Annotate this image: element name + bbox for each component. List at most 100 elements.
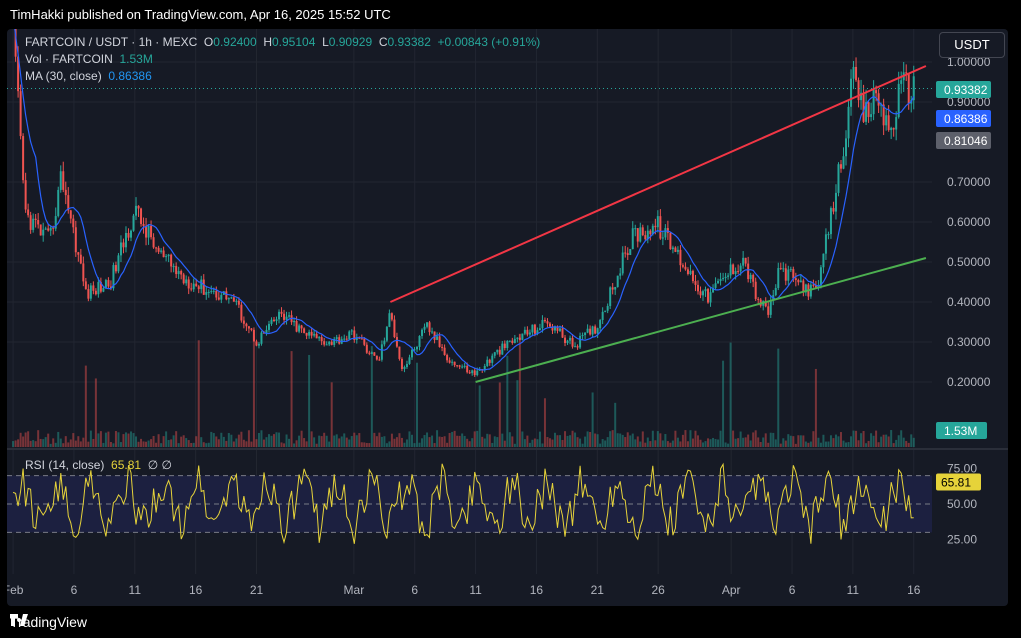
candle [245,322,248,331]
candle [850,69,853,116]
volume-bar [119,442,122,447]
candle [338,334,341,345]
volume-bar [824,441,827,447]
volume-bar [493,436,496,447]
symbol-label[interactable]: FARTCOIN / USDT · 1h · MEXC [25,35,198,49]
volume-bar [654,440,657,447]
candle-body [145,226,148,238]
candle [421,328,424,339]
candle [614,286,617,295]
candle [636,228,639,248]
volume-bar [882,434,885,447]
candle-body [32,218,35,230]
candle-body [288,315,291,317]
volume-bar [240,431,243,447]
volume-bar [576,437,579,447]
volume-bar [865,443,868,447]
candle-body [175,266,178,275]
chart-canvas[interactable]: Feb 6 11 16 21 Mar 6 11 16 21 26 Apr 6 11 16 1.00000 0.9… [7,29,1008,606]
candle-body [373,352,376,356]
volume-bar [215,436,218,447]
candle-body [709,292,712,303]
volume-bar [270,435,273,447]
candle [142,217,145,234]
candle [897,71,900,119]
candle-body [119,242,122,256]
volume-bar [691,438,694,447]
candle [190,282,193,292]
chart-panel[interactable]: Feb 6 11 16 21 Mar 6 11 16 21 26 Apr 6 11 16 1.00000 0.9… [7,29,1008,606]
candle [782,262,785,273]
volume-bar [877,442,880,447]
candle [200,275,203,294]
candle [348,330,351,340]
volume-label[interactable]: Vol · FARTCOIN [25,52,113,66]
candle [119,235,122,263]
resistance-trendline [389,65,927,303]
volume-bar [594,433,597,447]
candle-body [240,304,243,321]
candle-body [792,269,795,279]
candle-body [212,290,215,292]
ma-label[interactable]: MA (30, close) [25,69,102,83]
volume-bar [245,441,248,447]
candle [541,315,544,333]
candle-body [875,90,878,94]
candle [742,251,745,269]
candle [829,206,832,239]
volume-bar [247,430,250,447]
candle-body [413,349,416,351]
currency-button[interactable]: USDT [939,32,1005,58]
x-tick-label: Mar [344,583,365,597]
volume-bar [160,443,163,447]
volume-bar [566,435,569,447]
candle-body [227,298,230,300]
candle-body [250,328,253,330]
volume-bar [202,442,205,447]
y-tick-label: 0.70000 [947,175,991,189]
volume-bar [501,433,504,447]
candle-body [19,91,22,137]
candle [696,280,699,295]
candle-body [177,271,180,275]
volume-bar [368,443,371,447]
candle-body [704,289,707,292]
volume-bar [724,442,727,447]
volume-bar [320,436,323,447]
volume-bar [383,436,386,447]
candle-body [737,271,740,273]
candle-body [641,227,644,236]
candle-body [252,329,255,342]
candle-body [569,337,572,341]
candle-body [589,328,592,335]
tradingview-logo[interactable]: TradingView [10,614,87,630]
volume-bar [875,430,878,447]
candle-body [353,330,356,340]
volume-bar [794,443,797,447]
volume-bar [353,432,356,447]
rsi-value: 65.81 [111,458,142,472]
rsi-label[interactable]: RSI (14, close) [25,458,105,472]
candle-body [717,280,720,284]
volume-bar [69,439,72,447]
rsi-badge: 65.81 [936,473,981,491]
candle [255,339,258,347]
volume-bar [230,434,233,447]
candle-body [94,290,97,295]
candle-body [315,333,318,339]
candle [506,340,509,351]
candle-body [267,323,270,330]
candle-body [350,330,353,332]
candle [676,246,679,255]
volume-bar [707,438,710,447]
candle-body [513,338,516,344]
candle-body [365,344,368,353]
candle [579,332,582,350]
candle [684,262,687,271]
candle [456,365,459,368]
volume-bar [754,430,757,447]
ma-legend: MA (30, close) 0.86386 [25,69,152,83]
volume-bar [649,441,652,447]
candle [129,229,132,242]
volume-bar [456,435,459,447]
